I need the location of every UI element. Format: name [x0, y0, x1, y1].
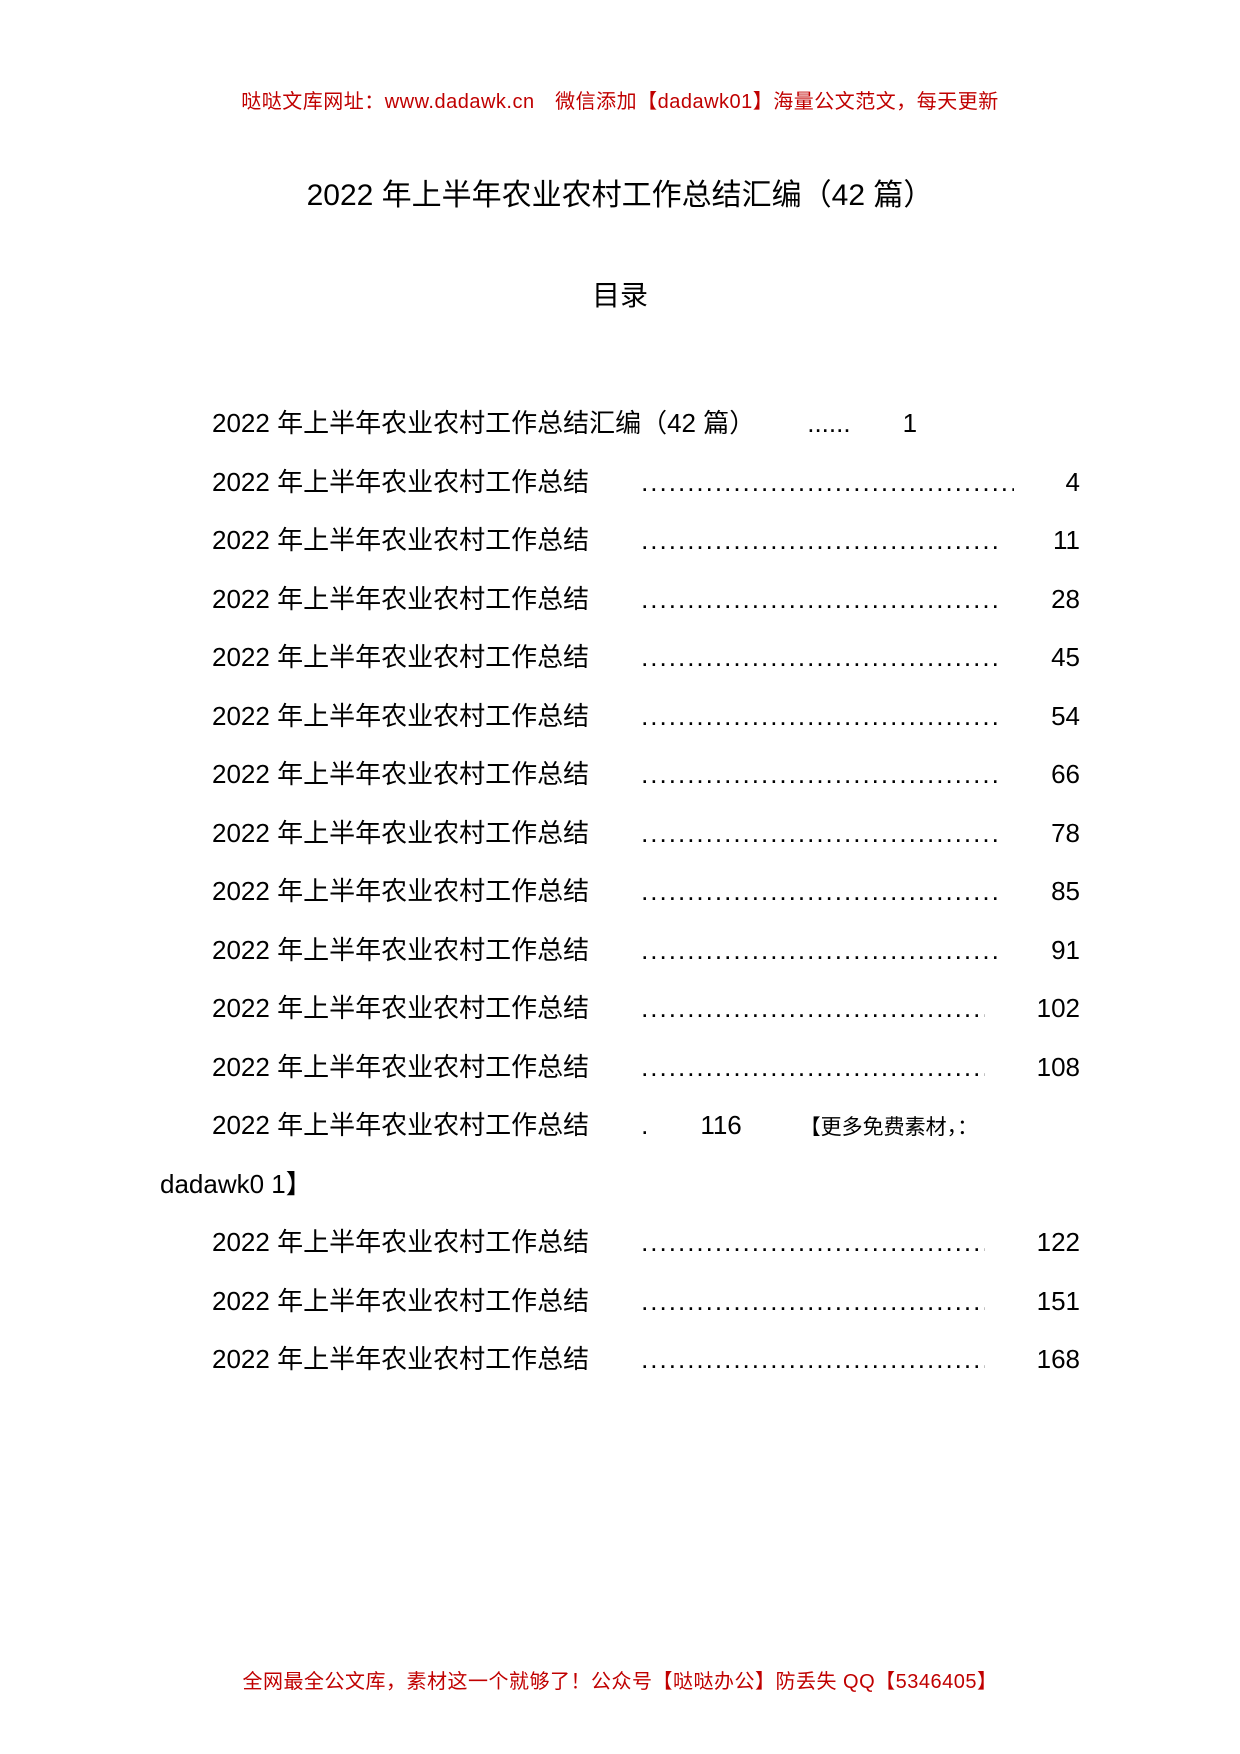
- toc-entry-label: 2022 年上半年农业农村工作总结: [160, 687, 589, 746]
- toc-entry-label: 2022 年上半年农业农村工作总结: [160, 570, 589, 629]
- toc-entry-page: 102: [985, 979, 1080, 1038]
- toc-entry-label: 2022 年上半年农业农村工作总结: [160, 453, 589, 512]
- toc-entry-label: 2022 年上半年农业农村工作总结: [160, 1096, 589, 1155]
- toc-entry: 2022 年上半年农业农村工作总结.116 【更多免费素材，：: [160, 1096, 1080, 1155]
- page-title: 2022 年上半年农业农村工作总结汇编（42 篇）: [160, 170, 1080, 214]
- toc-entry-page: 1: [851, 394, 917, 453]
- toc-entry-label: 2022 年上半年农业农村工作总结: [160, 1213, 589, 1272]
- toc-entry-page: 116: [648, 1096, 741, 1155]
- toc-entry-page: 85: [999, 862, 1080, 921]
- toc-entry-page: 151: [985, 1272, 1080, 1331]
- toc-entry-label: 2022 年上半年农业农村工作总结: [160, 1330, 589, 1389]
- toc-leader-dots: [589, 979, 985, 1038]
- toc-entry-label: 2022 年上半年农业农村工作总结: [160, 1038, 589, 1097]
- toc-entry-page: 28: [999, 570, 1080, 629]
- toc-entry-page: 108: [985, 1038, 1080, 1097]
- toc-entry-label: 2022 年上半年农业农村工作总结: [160, 628, 589, 687]
- toc-entry-label: 2022 年上半年农业农村工作总结: [160, 979, 589, 1038]
- toc-entry: 2022 年上半年农业农村工作总结 91: [160, 921, 1080, 980]
- toc-entry-page: 168: [985, 1330, 1080, 1389]
- toc-entry: 2022 年上半年农业农村工作总结 85: [160, 862, 1080, 921]
- toc-entry: 2022 年上半年农业农村工作总结 4: [160, 453, 1080, 512]
- page-header: 哒哒文库网址：www.dadawk.cn 微信添加【dadawk01】海量公文范…: [160, 85, 1080, 114]
- toc-entry: 2022 年上半年农业农村工作总结 45: [160, 628, 1080, 687]
- toc-entry-label: 2022 年上半年农业农村工作总结汇编（42 篇）: [160, 394, 755, 453]
- toc-entry-page: 11: [1001, 511, 1080, 570]
- toc-entry-page: 78: [999, 804, 1080, 863]
- toc-entry: 2022 年上半年农业农村工作总结 151: [160, 1272, 1080, 1331]
- toc-entry: 2022 年上半年农业农村工作总结汇编（42 篇）......1: [160, 394, 1080, 453]
- toc-leader-dots: [589, 687, 999, 746]
- toc-leader-dots: [589, 453, 1013, 512]
- toc-entry-page: 66: [999, 745, 1080, 804]
- toc-entry: 2022 年上半年农业农村工作总结 122: [160, 1213, 1080, 1272]
- toc-entry: 2022 年上半年农业农村工作总结 11: [160, 511, 1080, 570]
- toc-entry: 2022 年上半年农业农村工作总结 54: [160, 687, 1080, 746]
- toc-leader-dots: [589, 1330, 985, 1389]
- toc-entry: 2022 年上半年农业农村工作总结 78: [160, 804, 1080, 863]
- toc-leader-short: .: [589, 1096, 648, 1155]
- toc-leader-dots: [589, 862, 999, 921]
- toc-entry: 2022 年上半年农业农村工作总结 28: [160, 570, 1080, 629]
- page-footer: 全网最全公文库，素材这一个就够了！公众号【哒哒办公】防丢失 QQ【5346405…: [0, 1665, 1240, 1694]
- toc-entry-label: 2022 年上半年农业农村工作总结: [160, 862, 589, 921]
- toc-entry-page: 4: [1014, 453, 1080, 512]
- toc-entry-label: 2022 年上半年农业农村工作总结: [160, 804, 589, 863]
- toc-leader-dots: [589, 1272, 985, 1331]
- toc-entry: 2022 年上半年农业农村工作总结 168: [160, 1330, 1080, 1389]
- toc-leader-dots: [589, 511, 1001, 570]
- toc-entry-page: 45: [999, 628, 1080, 687]
- toc-heading: 目录: [160, 274, 1080, 314]
- toc-entry: 2022 年上半年农业农村工作总结 108: [160, 1038, 1080, 1097]
- toc-leader-dots: [589, 745, 999, 804]
- toc-entry: 2022 年上半年农业农村工作总结 102: [160, 979, 1080, 1038]
- toc-entry-label: 2022 年上半年农业农村工作总结: [160, 745, 589, 804]
- toc-entry-continuation: dadawk0 1】: [160, 1155, 1080, 1214]
- toc-entry-label: 2022 年上半年农业农村工作总结: [160, 921, 589, 980]
- toc-entry-label: 2022 年上半年农业农村工作总结: [160, 1272, 589, 1331]
- toc-leader-dots: [589, 628, 999, 687]
- toc-leader-dots: [589, 1213, 985, 1272]
- document-page: 哒哒文库网址：www.dadawk.cn 微信添加【dadawk01】海量公文范…: [0, 0, 1240, 1754]
- table-of-contents: 2022 年上半年农业农村工作总结汇编（42 篇）......12022 年上半…: [160, 394, 1080, 1389]
- toc-leader-dots: [589, 921, 999, 980]
- toc-leader-dots: [589, 570, 999, 629]
- toc-entry-extra: 【更多免费素材，：: [742, 1104, 978, 1151]
- toc-leader-short: ......: [755, 394, 850, 453]
- toc-entry-page: 91: [999, 921, 1080, 980]
- toc-leader-dots: [589, 1038, 985, 1097]
- toc-entry-label: 2022 年上半年农业农村工作总结: [160, 511, 589, 570]
- toc-entry: 2022 年上半年农业农村工作总结 66: [160, 745, 1080, 804]
- toc-entry-page: 54: [999, 687, 1080, 746]
- toc-entry-page: 122: [985, 1213, 1080, 1272]
- toc-leader-dots: [589, 804, 999, 863]
